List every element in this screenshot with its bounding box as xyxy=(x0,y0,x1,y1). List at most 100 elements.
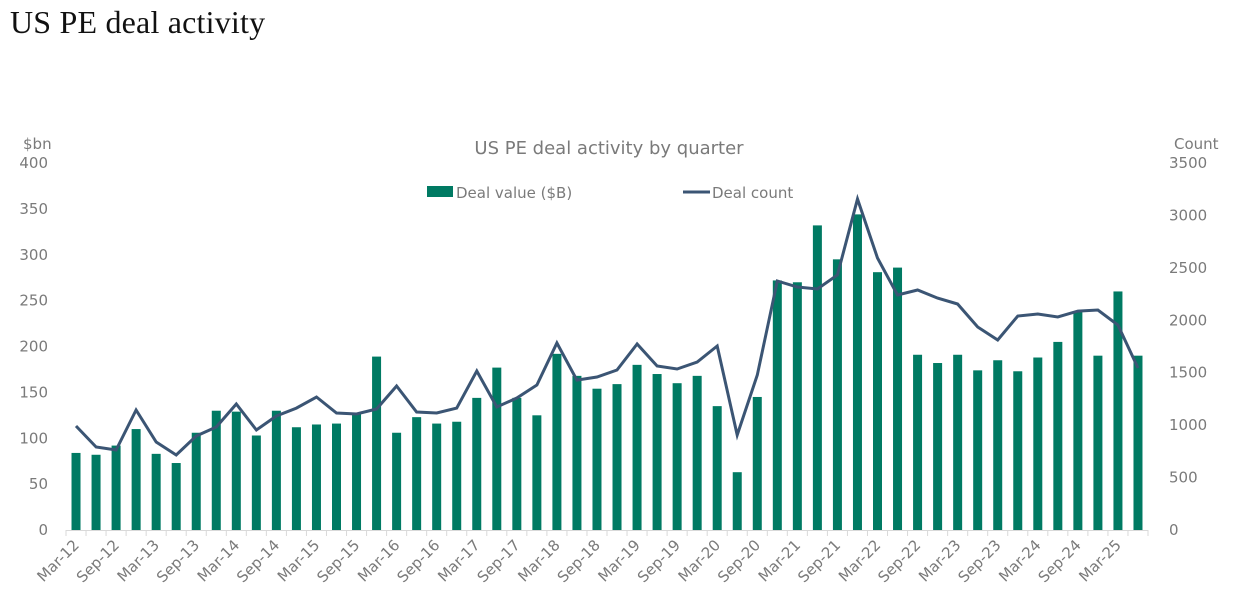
bar-deal-value xyxy=(412,417,422,530)
bar-deal-value xyxy=(1133,355,1143,530)
x-tick-label: Mar-18 xyxy=(514,536,563,585)
bar-deal-value xyxy=(171,463,181,530)
right-tick-label: 3000 xyxy=(1169,206,1207,224)
bar-deal-value xyxy=(251,435,261,530)
bar-deal-value xyxy=(792,282,802,530)
bar-deal-value xyxy=(1093,355,1103,530)
bar-deal-value xyxy=(772,280,782,530)
legend-label-deal-count: Deal count xyxy=(712,184,793,202)
bar-deal-value xyxy=(111,445,121,530)
bar-deal-value xyxy=(211,410,221,530)
bar-deal-value xyxy=(512,397,522,530)
right-tick-label: 1500 xyxy=(1169,364,1207,382)
bar-deal-value xyxy=(672,383,682,530)
x-tick-label: Mar-22 xyxy=(835,536,884,585)
bar-deal-value xyxy=(392,432,402,530)
bar-deal-value xyxy=(732,472,742,530)
left-tick-label: 300 xyxy=(19,246,48,264)
bar-deal-value xyxy=(852,214,862,530)
legend: Deal value ($B) Deal count xyxy=(427,184,793,202)
right-tick-label: 2500 xyxy=(1169,259,1207,277)
left-tick-label: 350 xyxy=(19,200,48,218)
bar-deal-value xyxy=(1033,357,1043,530)
bar-deal-value xyxy=(632,364,642,530)
x-axis: Mar-12Sep-12Mar-13Sep-13Mar-14Sep-14Mar-… xyxy=(33,530,1149,586)
bar-deal-value xyxy=(692,375,702,530)
right-tick-label: 3500 xyxy=(1169,154,1207,172)
x-tick-label: Mar-14 xyxy=(194,536,243,585)
bar-deal-value xyxy=(472,397,482,530)
bar-deal-value xyxy=(151,453,161,530)
left-tick-label: 250 xyxy=(19,292,48,310)
bar-deal-value xyxy=(752,396,762,530)
bar-deal-value xyxy=(1013,371,1023,530)
x-tick-label: Sep-20 xyxy=(714,536,764,586)
x-tick-label: Mar-16 xyxy=(354,536,403,585)
x-tick-label: Mar-12 xyxy=(33,536,82,585)
x-tick-label: Sep-18 xyxy=(554,536,604,586)
bar-deal-value xyxy=(1053,341,1063,530)
bar-deal-value xyxy=(832,259,842,530)
bar-deal-value xyxy=(612,384,622,530)
x-tick-label: Sep-14 xyxy=(233,536,283,586)
x-tick-label: Sep-23 xyxy=(955,536,1005,586)
right-axis-ticks: 0 500 1000 1500 2000 2500 3000 3500 xyxy=(1169,154,1207,539)
bar-deal-value xyxy=(873,272,882,530)
bar-deal-value xyxy=(532,415,542,530)
bar-deal-value xyxy=(712,406,722,530)
bar-deal-value xyxy=(993,360,1003,530)
bar-deal-value xyxy=(432,423,442,530)
left-tick-label: 150 xyxy=(19,383,48,401)
x-tick-label: Mar-15 xyxy=(274,536,323,585)
bar-deal-value xyxy=(552,353,562,530)
bar-deal-value xyxy=(592,388,602,530)
bar-deal-value xyxy=(191,432,201,530)
bar-series-deal-value xyxy=(71,214,1143,530)
x-tick-label: Mar-17 xyxy=(434,536,483,585)
bar-deal-value xyxy=(231,411,241,530)
x-tick-label: Mar-24 xyxy=(995,536,1044,585)
bar-deal-value xyxy=(271,410,281,530)
bar-deal-value xyxy=(91,454,101,530)
x-tick-label: Sep-17 xyxy=(474,536,524,586)
bar-deal-value xyxy=(933,363,943,530)
bar-deal-value xyxy=(973,370,983,530)
bar-deal-value xyxy=(492,367,502,530)
left-tick-label: 50 xyxy=(29,475,48,493)
legend-label-deal-value: Deal value ($B) xyxy=(456,184,572,202)
bar-deal-value xyxy=(71,452,81,530)
left-tick-label: 100 xyxy=(19,429,48,447)
left-tick-label: 200 xyxy=(19,338,48,356)
bar-deal-value xyxy=(953,354,963,530)
bar-deal-value xyxy=(131,429,141,530)
x-tick-label: Sep-13 xyxy=(153,536,203,586)
chart-title: US PE deal activity by quarter xyxy=(474,138,744,159)
bar-deal-value xyxy=(291,427,301,530)
left-axis-ticks: 0 50 100 150 200 250 300 350 400 xyxy=(19,154,48,539)
x-tick-label: Mar-21 xyxy=(755,536,804,585)
bar-deal-value xyxy=(352,413,362,530)
right-axis-label: Count xyxy=(1174,135,1219,153)
bar-deal-value xyxy=(893,267,903,530)
x-tick-label: Sep-12 xyxy=(73,536,123,586)
legend-swatch-deal-value xyxy=(427,186,453,197)
x-tick-label: Sep-19 xyxy=(634,536,684,586)
right-tick-label: 2000 xyxy=(1169,311,1207,329)
x-tick-label: Mar-23 xyxy=(915,536,964,585)
bar-deal-value xyxy=(311,424,321,530)
left-tick-label: 0 xyxy=(38,521,48,539)
bar-deal-value xyxy=(812,225,822,530)
x-tick-label: Mar-20 xyxy=(675,536,724,585)
page-title: US PE deal activity xyxy=(10,4,266,40)
bar-deal-value xyxy=(1113,291,1123,530)
line-series-deal-count xyxy=(74,193,1140,457)
bar-deal-value xyxy=(452,421,462,530)
right-tick-label: 0 xyxy=(1169,521,1179,539)
x-tick-label: Mar-13 xyxy=(114,536,163,585)
right-tick-label: 500 xyxy=(1169,469,1198,487)
bar-deal-value xyxy=(332,423,341,530)
x-tick-label: Sep-24 xyxy=(1035,536,1085,586)
bar-deal-value xyxy=(372,356,382,530)
bar-deal-value xyxy=(652,374,662,530)
